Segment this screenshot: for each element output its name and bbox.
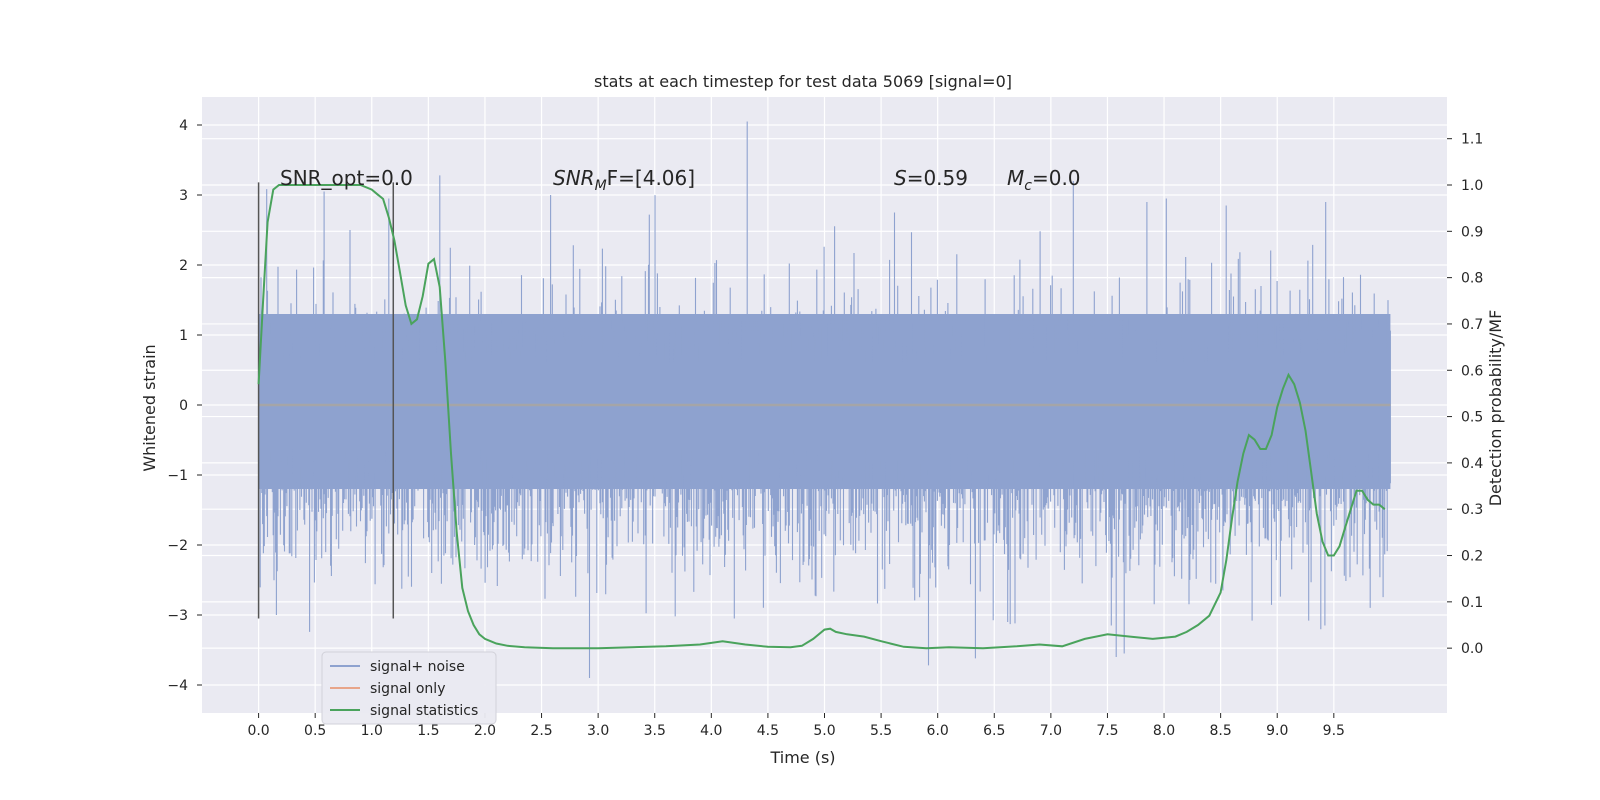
x-tick-label: 2.5	[530, 723, 552, 739]
x-tick-label: 1.5	[417, 723, 439, 739]
x-tick-label: 9.0	[1266, 723, 1288, 739]
y2-tick-label: 0.0	[1461, 641, 1483, 657]
mc-value: =0.0	[1032, 166, 1081, 190]
x-tick-label: 6.0	[927, 723, 949, 739]
y-axis-label: Whitened strain	[140, 344, 159, 471]
x-tick-label: 8.0	[1153, 723, 1175, 739]
y2-tick-label: 1.1	[1461, 132, 1483, 148]
x-tick-label: 3.0	[587, 723, 609, 739]
y-tick-label: −3	[167, 608, 188, 624]
x-tick-label: 2.0	[474, 723, 496, 739]
mc-symbol: M	[1007, 166, 1024, 190]
x-axis-ticks: 0.0 0.5 1.0 1.5 2.0 2.5 3.0 3.5 4.0 4.5 5.0 5.5 6.0 6…	[247, 713, 1345, 739]
x-tick-label: 4.0	[700, 723, 722, 739]
x-tick-label: 0.0	[247, 723, 269, 739]
x-tick-label: 7.5	[1096, 723, 1118, 739]
x-tick-label: 5.0	[813, 723, 835, 739]
legend-entry-label: signal only	[370, 681, 445, 697]
y-tick-label: −2	[167, 538, 188, 554]
y2-tick-label: 0.2	[1461, 549, 1483, 565]
y2-axis-label: Detection probability/MF	[1486, 310, 1505, 507]
snr-mf-prefix: SNR	[553, 166, 595, 190]
y2-tick-label: 0.1	[1461, 595, 1483, 611]
s-annotation: S=0.59	[894, 166, 968, 190]
y-tick-label: 4	[179, 118, 188, 134]
mc-subscript: c	[1024, 178, 1032, 194]
x-tick-label: 3.5	[644, 723, 666, 739]
x-tick-label: 7.0	[1040, 723, 1062, 739]
legend-entry-label: signal+ noise	[370, 659, 465, 675]
chart-title: stats at each timestep for test data 506…	[594, 72, 1012, 91]
y2-tick-label: 0.9	[1461, 224, 1483, 240]
mc-annotation: Mc=0.0	[1007, 166, 1081, 194]
y-tick-label: 3	[179, 188, 188, 204]
y2-tick-label: 0.4	[1461, 456, 1483, 472]
legend: signal+ noise signal only signal statistic…	[321, 651, 497, 725]
y-tick-label: −1	[167, 468, 188, 484]
x-tick-label: 1.0	[361, 723, 383, 739]
x-tick-label: 6.5	[983, 723, 1005, 739]
x-tick-label: 0.5	[304, 723, 326, 739]
y-tick-label: 1	[179, 328, 188, 344]
snr-mf-subscript: M	[595, 178, 607, 194]
s-value: =0.59	[907, 166, 968, 190]
x-axis-label: Time (s)	[769, 748, 835, 767]
y2-tick-label: 0.5	[1461, 410, 1483, 426]
signal-statistics-trace	[257, 184, 1386, 650]
y2-tick-label: 0.6	[1461, 363, 1483, 379]
x-tick-label: 8.5	[1210, 723, 1232, 739]
y2-tick-label: 0.8	[1461, 271, 1483, 287]
y2-tick-label: 0.7	[1461, 317, 1483, 333]
y2-tick-label: 1.0	[1461, 178, 1483, 194]
y-tick-label: 2	[179, 258, 188, 274]
snr-opt-annotation: SNR_opt=0.0	[280, 166, 413, 190]
y-tick-label: −4	[167, 678, 188, 694]
y-axis-ticks: −4 −3 −2 −1 0 1 2 3 4	[167, 118, 202, 694]
snr-mf-annotation: SNRMF=[4.06]	[553, 166, 695, 194]
vertical-markers	[257, 182, 395, 619]
y2-tick-label: 0.3	[1461, 502, 1483, 518]
legend-box	[321, 651, 497, 725]
legend-entry-label: signal statistics	[370, 703, 478, 719]
y2-axis-ticks: 0.0 0.1 0.2 0.3 0.4 0.5 0.6 0.7 0.8 0.9 1.0 1.1	[1447, 132, 1483, 657]
y-tick-label: 0	[179, 398, 188, 414]
signal-statistics-line	[257, 184, 1386, 650]
snr-mf-suffix: F=[4.06]	[607, 166, 695, 190]
x-tick-label: 4.5	[757, 723, 779, 739]
x-tick-label: 5.5	[870, 723, 892, 739]
s-symbol: S	[894, 166, 907, 190]
x-tick-label: 9.5	[1323, 723, 1345, 739]
